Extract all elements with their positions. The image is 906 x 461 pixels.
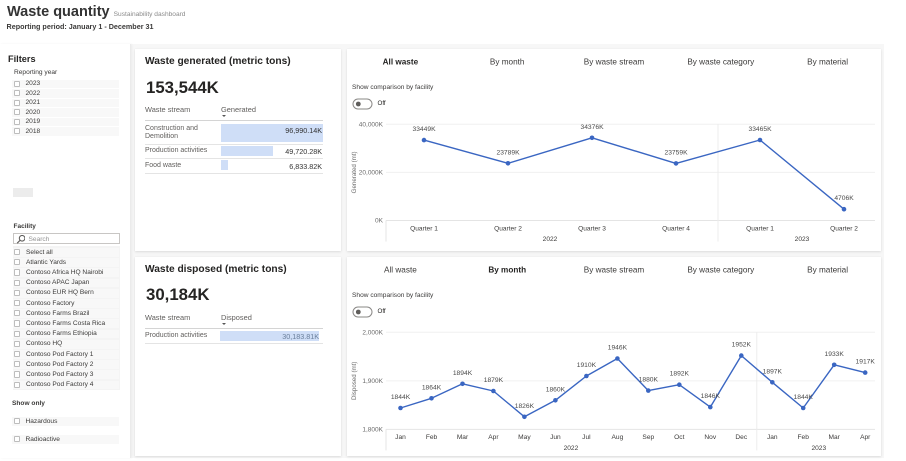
- svg-text:Mar: Mar: [829, 434, 841, 441]
- svg-text:0K: 0K: [375, 218, 384, 225]
- svg-text:33449K: 33449K: [412, 126, 436, 133]
- svg-text:Jun: Jun: [550, 434, 561, 441]
- svg-text:1946K: 1946K: [608, 345, 628, 352]
- svg-text:Show comparison by facility: Show comparison by facility: [352, 292, 434, 299]
- svg-text:1917K: 1917K: [856, 359, 876, 366]
- svg-text:2022: 2022: [564, 445, 579, 452]
- svg-text:1,900K: 1,900K: [362, 378, 383, 385]
- svg-text:33465K: 33465K: [748, 126, 772, 133]
- svg-text:Generated (mt): Generated (mt): [351, 151, 358, 193]
- svg-text:All waste: All waste: [383, 58, 419, 67]
- svg-text:1844K: 1844K: [794, 394, 814, 401]
- svg-text:Feb: Feb: [426, 434, 438, 441]
- svg-text:1933K: 1933K: [825, 351, 845, 358]
- svg-text:Jul: Jul: [582, 434, 591, 441]
- svg-text:1826K: 1826K: [515, 403, 535, 410]
- svg-text:Quarter 3: Quarter 3: [578, 225, 606, 232]
- svg-text:Apr: Apr: [488, 434, 499, 441]
- svg-text:By waste stream: By waste stream: [584, 58, 645, 67]
- svg-text:1844K: 1844K: [391, 394, 411, 401]
- svg-text:1897K: 1897K: [763, 368, 783, 375]
- svg-text:Nov: Nov: [704, 434, 716, 441]
- svg-text:By waste stream: By waste stream: [584, 266, 645, 275]
- svg-text:1864K: 1864K: [422, 384, 442, 391]
- svg-text:By material: By material: [807, 266, 848, 275]
- svg-text:Quarter 2: Quarter 2: [494, 225, 522, 232]
- svg-text:23759K: 23759K: [664, 149, 688, 156]
- svg-text:Aug: Aug: [612, 434, 624, 441]
- svg-text:By waste category: By waste category: [687, 58, 755, 67]
- svg-text:Off: Off: [378, 308, 386, 315]
- svg-text:By waste category: By waste category: [687, 266, 755, 275]
- svg-text:1,800K: 1,800K: [362, 427, 383, 434]
- svg-text:Oct: Oct: [674, 434, 684, 441]
- svg-text:20,000K: 20,000K: [359, 170, 384, 177]
- svg-text:40,000K: 40,000K: [359, 122, 384, 129]
- svg-text:Dec: Dec: [735, 434, 747, 441]
- svg-text:Quarter 2: Quarter 2: [830, 225, 858, 232]
- svg-text:Mar: Mar: [457, 434, 469, 441]
- svg-text:1879K: 1879K: [484, 377, 504, 384]
- svg-text:Apr: Apr: [860, 434, 871, 441]
- svg-text:4706K: 4706K: [834, 195, 854, 202]
- svg-text:2023: 2023: [811, 445, 826, 452]
- svg-text:1846K: 1846K: [701, 393, 721, 400]
- svg-text:Show comparison by facility: Show comparison by facility: [352, 84, 434, 91]
- svg-text:Quarter 1: Quarter 1: [410, 225, 438, 232]
- svg-text:34376K: 34376K: [580, 124, 604, 131]
- svg-text:By month: By month: [488, 266, 526, 275]
- svg-text:1892K: 1892K: [670, 371, 690, 378]
- svg-text:Off: Off: [378, 100, 386, 107]
- svg-text:1910K: 1910K: [577, 362, 597, 369]
- svg-text:Jan: Jan: [767, 434, 778, 441]
- svg-text:Quarter 1: Quarter 1: [746, 225, 774, 232]
- svg-text:1860K: 1860K: [546, 386, 566, 393]
- svg-text:2023: 2023: [795, 236, 810, 243]
- svg-text:Disposed (mt): Disposed (mt): [351, 362, 358, 401]
- svg-text:All waste: All waste: [384, 266, 417, 275]
- svg-text:By month: By month: [490, 58, 525, 67]
- svg-text:2022: 2022: [543, 236, 558, 243]
- svg-text:1894K: 1894K: [453, 370, 473, 377]
- svg-text:Quarter 4: Quarter 4: [662, 225, 690, 232]
- svg-text:Jan: Jan: [395, 434, 406, 441]
- svg-text:May: May: [518, 434, 531, 441]
- svg-text:1952K: 1952K: [732, 342, 752, 349]
- svg-text:Feb: Feb: [798, 434, 810, 441]
- svg-text:By material: By material: [807, 58, 848, 67]
- svg-text:23789K: 23789K: [496, 149, 520, 156]
- svg-text:2,000K: 2,000K: [362, 330, 383, 337]
- svg-text:1880K: 1880K: [639, 377, 659, 384]
- svg-text:Sep: Sep: [642, 434, 654, 441]
